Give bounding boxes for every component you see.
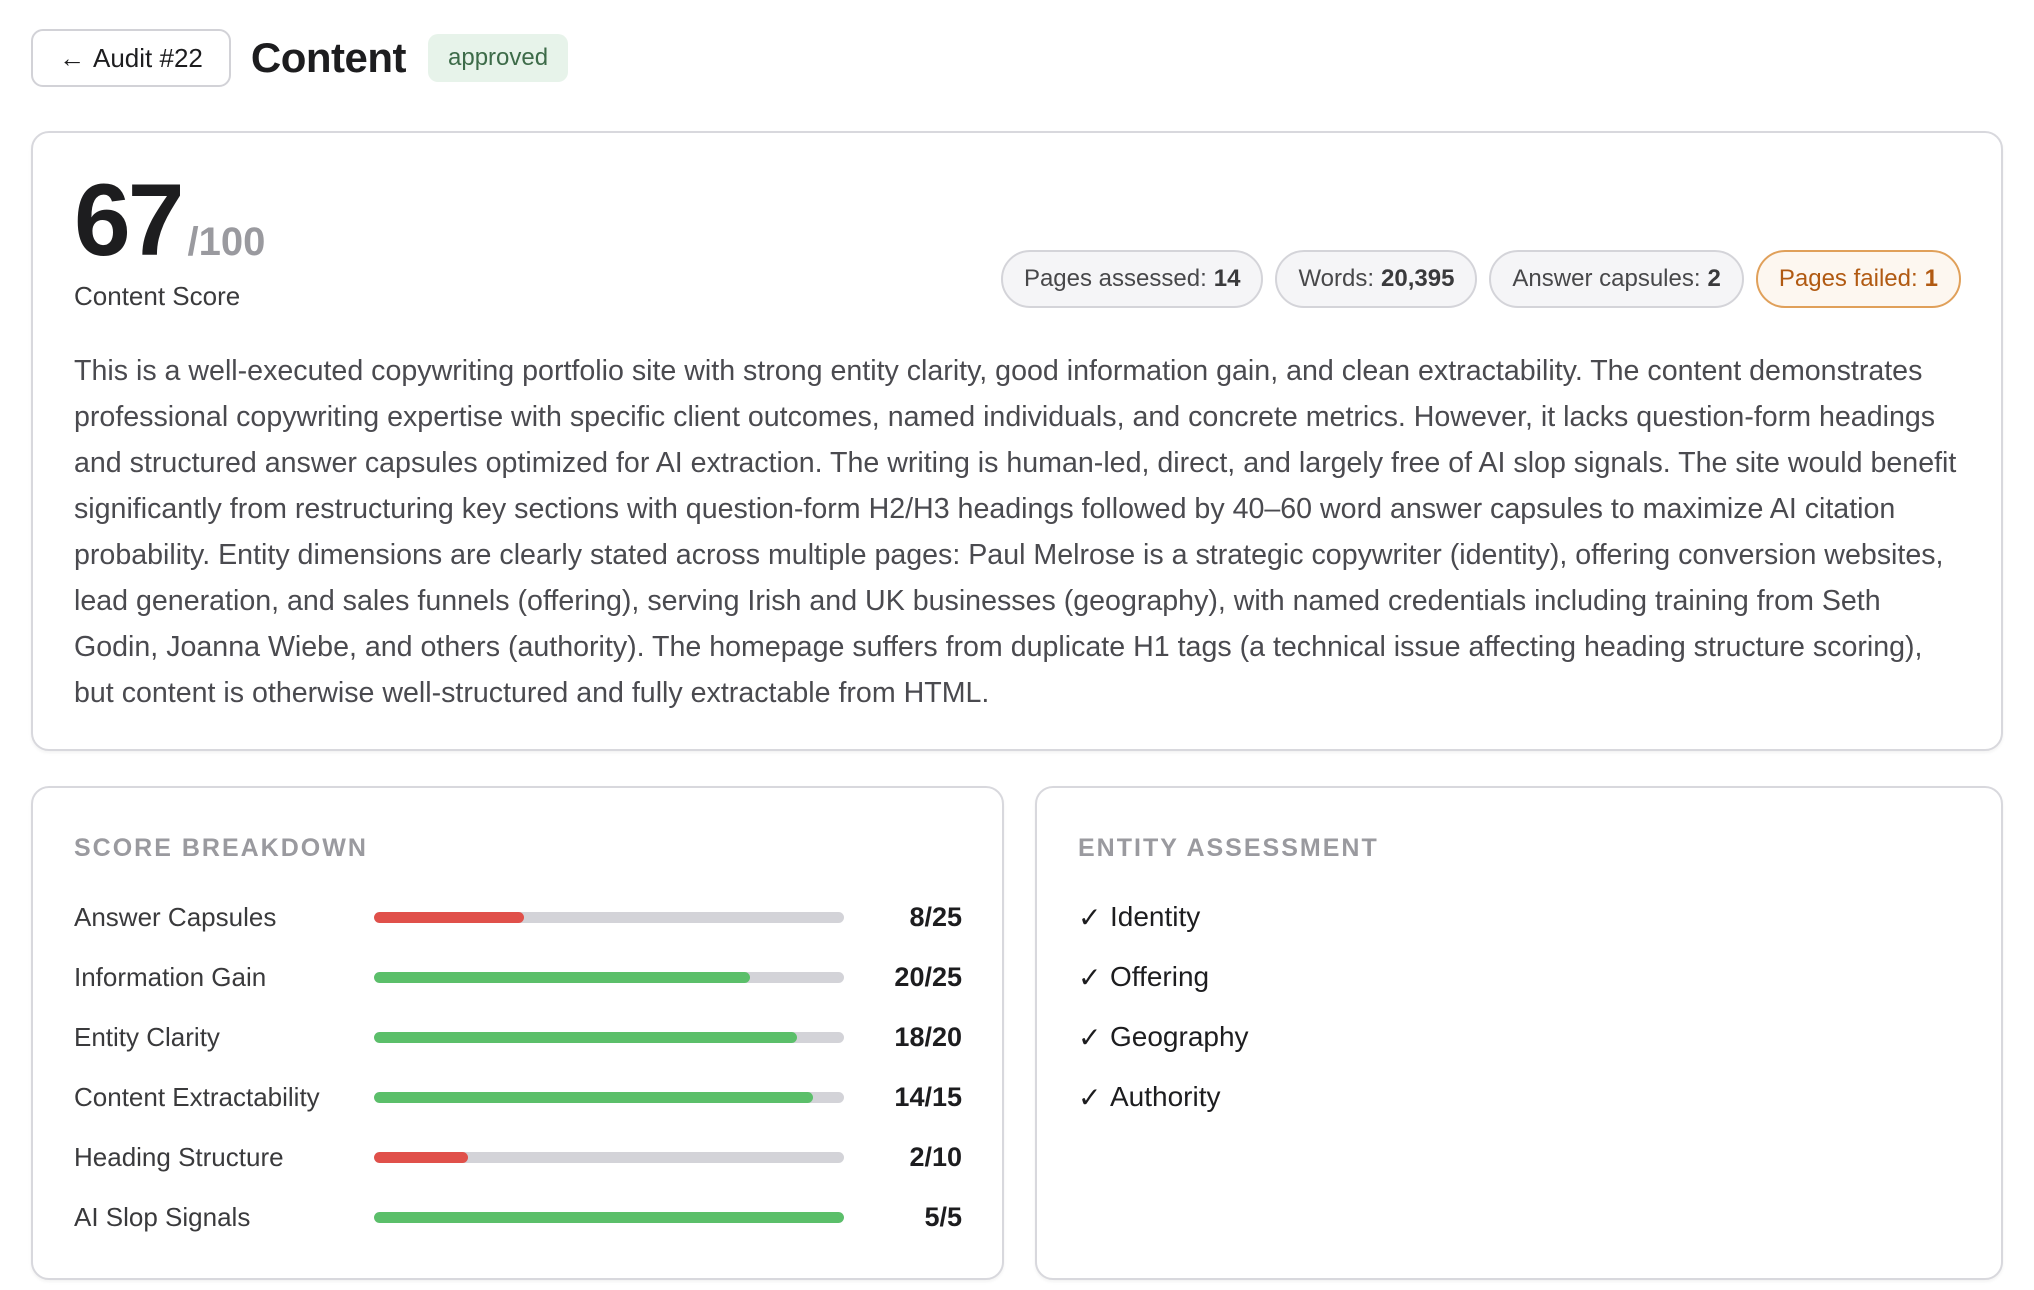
progress-bar-fill <box>374 911 525 923</box>
content-score-card: 67 /100 Content Score Pages assessed: 14… <box>31 131 2003 751</box>
checkmark-icon: ✓ <box>1078 961 1102 993</box>
progress-bar-track <box>374 971 844 983</box>
stat-label: Pages assessed: <box>1023 265 1207 292</box>
page-header: ← Audit #22 Content approved <box>31 28 2003 88</box>
entity-label: Identity <box>1110 901 1201 932</box>
breakdown-label: Entity Clarity <box>74 1021 220 1052</box>
score-breakdown-title: SCORE BREAKDOWN <box>74 834 368 862</box>
breakdown-label: Content Extractability <box>74 1081 320 1112</box>
breakdown-label: Answer Capsules <box>74 901 277 932</box>
score-row: 67 /100 Content Score Pages assessed: 14… <box>74 169 1961 312</box>
entity-assessment-title: ENTITY ASSESSMENT <box>1078 834 1379 862</box>
entity-item: ✓ Geography <box>1078 1007 1961 1067</box>
breakdown-row: Information Gain 20/25 <box>74 947 962 1007</box>
breakdown-label: Information Gain <box>74 961 267 992</box>
stat-pill-answer-capsules: Answer capsules: 2 <box>1489 250 1744 308</box>
progress-bar-fill <box>374 1031 797 1043</box>
breakdown-score: 20/25 <box>894 961 962 992</box>
breakdown-score: 5/5 <box>924 1201 962 1232</box>
score-block: 67 /100 Content Score <box>74 169 265 312</box>
stat-value: 20,395 <box>1381 265 1455 292</box>
stat-label: Answer capsules: <box>1512 265 1701 292</box>
progress-bar-track <box>374 911 844 923</box>
progress-bar-fill <box>374 1091 813 1103</box>
checkmark-icon: ✓ <box>1078 1081 1102 1113</box>
checkmark-icon: ✓ <box>1078 901 1102 933</box>
stat-label: Words: <box>1298 265 1375 292</box>
breakdown-label: Heading Structure <box>74 1141 284 1172</box>
stat-pill-pages-assessed: Pages assessed: 14 <box>1000 250 1264 308</box>
breakdown-row: Content Extractability 14/15 <box>74 1067 962 1127</box>
back-to-audit-button[interactable]: ← Audit #22 <box>31 29 231 87</box>
breakdown-row: Answer Capsules 8/25 <box>74 887 962 947</box>
entity-assessment-card: ENTITY ASSESSMENT ✓ Identity ✓ Offering ✓ Geo… <box>1035 786 2003 1280</box>
score-breakdown-card: SCORE BREAKDOWN Answer Capsules 8/25 Infor… <box>31 786 1004 1280</box>
page-title: Content <box>250 34 407 81</box>
progress-bar-track <box>374 1031 844 1043</box>
entity-item: ✓ Identity <box>1078 887 1961 947</box>
arrow-left-icon: ← <box>59 43 85 73</box>
breakdown-row: Heading Structure 2/10 <box>74 1127 962 1187</box>
score-line: 67 /100 <box>74 169 265 271</box>
breakdown-score: 14/15 <box>894 1081 962 1112</box>
breakdown-score: 8/25 <box>909 901 962 932</box>
stat-value: 14 <box>1213 265 1241 292</box>
stat-pill-pages-failed: Pages failed: 1 <box>1755 250 1961 308</box>
breakdown-row: Entity Clarity 18/20 <box>74 1007 962 1067</box>
summary-text: This is a well-executed copywriting port… <box>74 355 1957 709</box>
score-label: Content Score <box>74 281 241 311</box>
score-max: /100 <box>187 220 266 264</box>
progress-bar-track <box>374 1091 844 1103</box>
progress-bar-fill <box>374 971 750 983</box>
checkmark-icon: ✓ <box>1078 1021 1102 1053</box>
stats-pills: Pages assessed: 14 Words: 20,395 Answer … <box>1000 250 1961 308</box>
stat-value: 2 <box>1707 265 1721 292</box>
stat-pill-words: Words: 20,395 <box>1275 250 1478 308</box>
entity-label: Offering <box>1110 961 1210 992</box>
progress-bar-fill <box>374 1211 844 1223</box>
breakdown-score: 18/20 <box>894 1021 962 1052</box>
breakdown-row: AI Slop Signals 5/5 <box>74 1187 962 1247</box>
stat-label: Pages failed: <box>1778 265 1918 292</box>
progress-bar-fill <box>374 1151 468 1163</box>
score-value: 67 <box>74 163 184 277</box>
breakdown-list: Answer Capsules 8/25 Information Gain 20/25… <box>74 887 962 1247</box>
breakdown-score: 2/10 <box>909 1141 962 1172</box>
entity-item: ✓ Offering <box>1078 947 1961 1007</box>
stat-value: 1 <box>1924 265 1938 292</box>
back-button-label: Audit #22 <box>93 42 203 73</box>
entity-label: Geography <box>1110 1021 1249 1052</box>
progress-bar-track <box>374 1151 844 1163</box>
entity-list: ✓ Identity ✓ Offering ✓ Geography ✓ Authority <box>1078 887 1961 1127</box>
progress-bar-track <box>374 1211 844 1223</box>
entity-label: Authority <box>1110 1081 1221 1112</box>
breakdown-label: AI Slop Signals <box>74 1201 251 1232</box>
entity-item: ✓ Authority <box>1078 1067 1961 1127</box>
status-badge: approved <box>428 34 569 82</box>
